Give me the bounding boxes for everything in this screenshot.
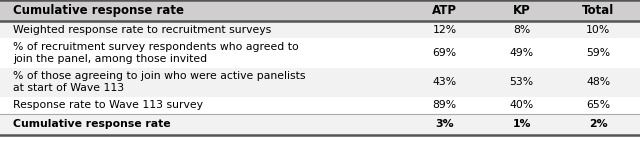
Text: ATP: ATP [432,4,458,17]
Text: Weighted response rate to recruitment surveys: Weighted response rate to recruitment su… [13,25,271,35]
Text: 48%: 48% [586,77,611,87]
Bar [0,0,640,21]
Bar [0,97,640,114]
Text: 10%: 10% [586,25,611,35]
Text: 12%: 12% [433,25,457,35]
Text: 59%: 59% [586,48,611,58]
Text: Cumulative response rate: Cumulative response rate [13,4,184,17]
Text: Total: Total [582,4,614,17]
Bar [0,21,640,38]
Text: 49%: 49% [509,48,534,58]
Text: 8%: 8% [513,25,530,35]
Text: Cumulative response rate: Cumulative response rate [13,119,170,129]
Text: 43%: 43% [433,77,457,87]
Text: 69%: 69% [433,48,457,58]
Text: Response rate to Wave 113 survey: Response rate to Wave 113 survey [13,100,203,110]
Text: 1%: 1% [513,119,531,129]
Text: 2%: 2% [589,119,608,129]
Text: KP: KP [513,4,531,17]
Bar [0,38,640,68]
Text: 65%: 65% [586,100,611,110]
Bar [0,114,640,135]
Text: 89%: 89% [433,100,457,110]
Text: % of recruitment survey respondents who agreed to
join the panel, among those in: % of recruitment survey respondents who … [13,42,298,64]
Text: 53%: 53% [509,77,534,87]
Text: 40%: 40% [509,100,534,110]
Text: % of those agreeing to join who were active panelists
at start of Wave 113: % of those agreeing to join who were act… [13,71,305,93]
Bar [0,68,640,97]
Text: 3%: 3% [435,119,454,129]
